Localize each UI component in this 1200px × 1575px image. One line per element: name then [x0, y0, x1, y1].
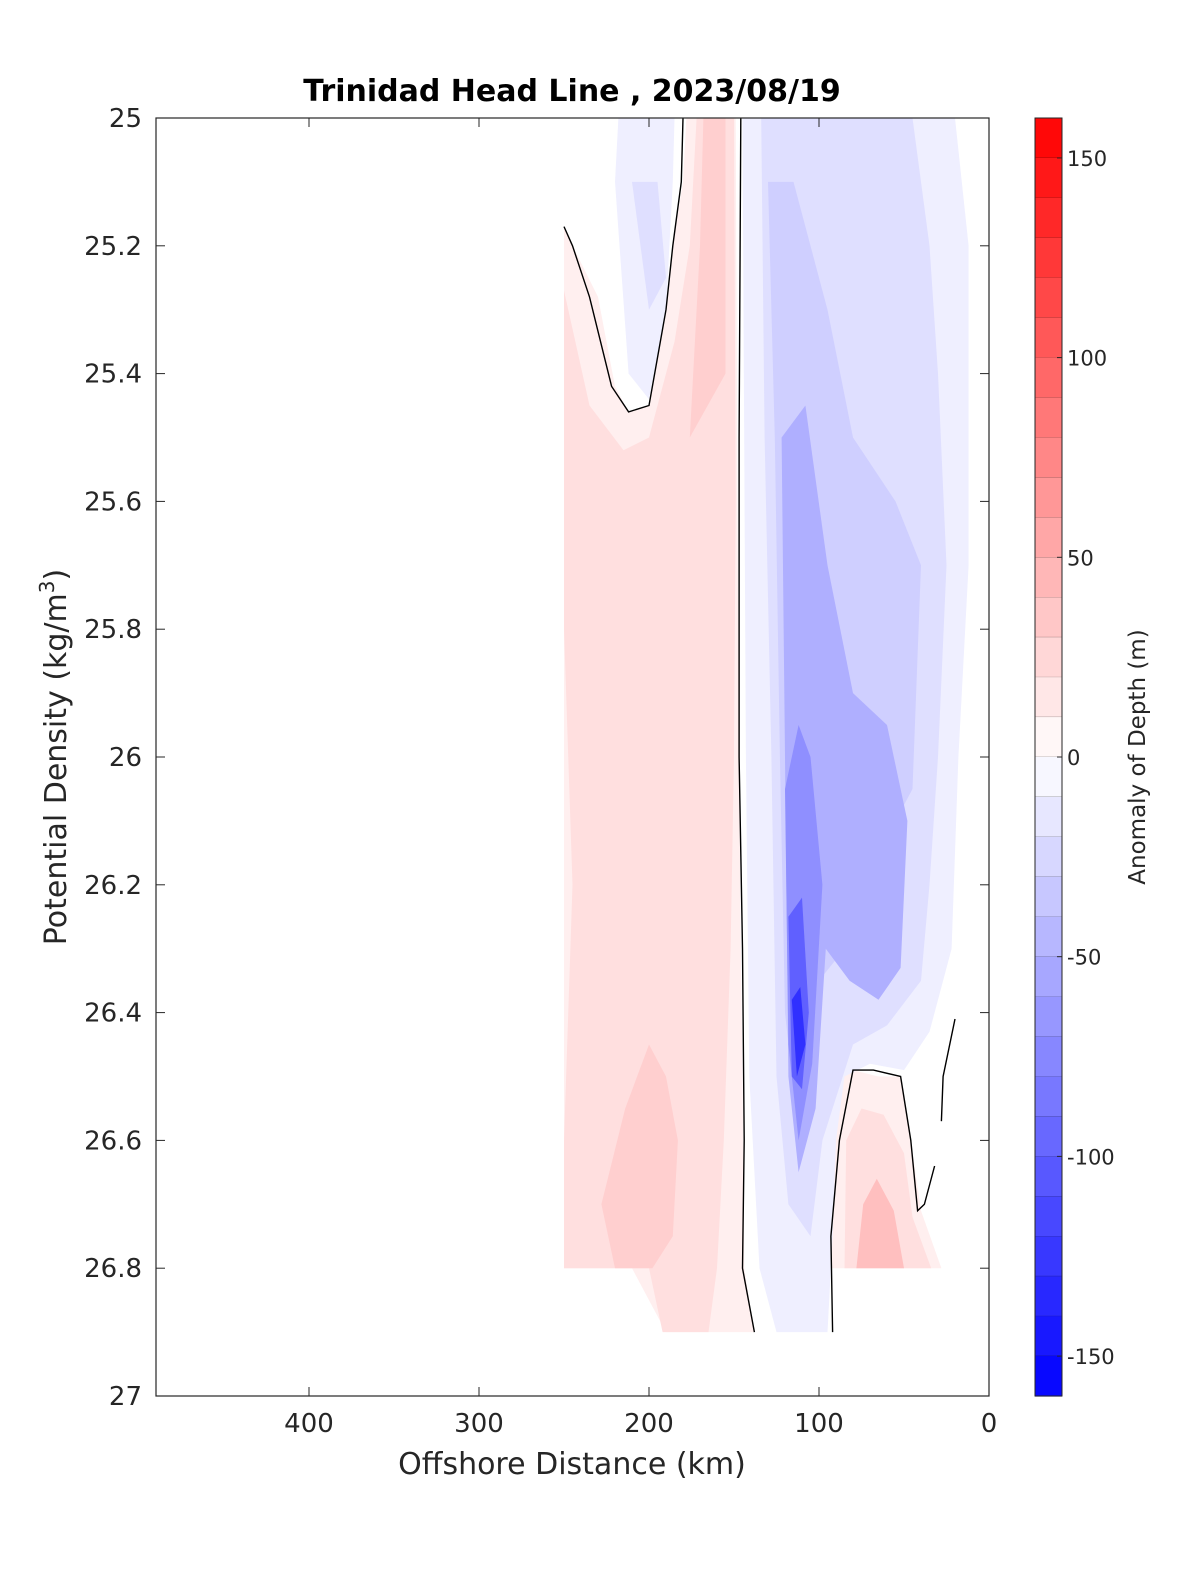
colorbar-swatch — [1035, 1116, 1062, 1157]
y-tick-label: 25.4 — [84, 360, 142, 390]
y-tick-label: 25.6 — [84, 487, 142, 517]
anomaly-region-3 — [601, 1044, 678, 1269]
colorbar-swatch — [1035, 1196, 1062, 1237]
colorbar-swatch — [1035, 1036, 1062, 1078]
y-axis-label-close: ) — [39, 569, 74, 581]
colorbar-swatch — [1035, 517, 1062, 558]
zero-contour-layer — [563, 117, 956, 1333]
plot-area: 400 300 200 100 0 25 25.2 25.4 25.6 25.8 26 26.2 26… — [84, 104, 997, 1439]
chart-title: Trinidad Head Line , 2023/08/19 — [303, 74, 840, 109]
colorbar-ticks: 150 100 50 0 -50 -100 -150 — [1057, 147, 1115, 1369]
colorbar-swatch — [1035, 357, 1062, 399]
x-tick-label: 0 — [981, 1409, 998, 1439]
colorbar-swatch — [1035, 1276, 1062, 1317]
colorbar-swatch — [1035, 317, 1062, 359]
colorbar-swatch — [1035, 477, 1062, 518]
colorbar-tick-label: 50 — [1067, 546, 1094, 570]
y-tick-label: 25.8 — [84, 615, 142, 645]
colorbar-swatch — [1035, 1236, 1062, 1277]
colorbar-swatch — [1035, 996, 1062, 1038]
colorbar-swatch — [1035, 1316, 1062, 1357]
colorbar-swatches — [1035, 118, 1062, 1397]
colorbar-swatch — [1035, 118, 1062, 159]
colorbar-swatch — [1035, 1356, 1062, 1397]
colorbar-swatch — [1035, 956, 1062, 998]
colorbar-swatch — [1035, 796, 1062, 838]
colorbar-label: Anomaly of Depth (m) — [1125, 629, 1151, 884]
y-tick-label: 26 — [109, 743, 142, 773]
y-axis-label: Potential Density (kg/m3) — [35, 569, 74, 945]
y-tick-label: 25.2 — [84, 232, 142, 262]
zero-contour-line-2 — [738, 117, 756, 1333]
colorbar-swatch — [1035, 677, 1062, 718]
colorbar-swatch — [1035, 916, 1062, 958]
colorbar-swatch — [1035, 1156, 1062, 1197]
anomaly-region-7 — [856, 1178, 904, 1269]
y-axis-label-superscript: 3 — [35, 580, 59, 593]
y-axis: 25 25.2 25.4 25.6 25.8 26 26.2 26.4 26.6 26.8 27 — [84, 104, 989, 1412]
colorbar-swatch — [1035, 597, 1062, 638]
colorbar-tick-label: 100 — [1067, 347, 1107, 371]
colorbar: 150 100 50 0 -50 -100 -150 Anomaly of Depth (m… — [1034, 117, 1151, 1397]
y-tick-label: 26.8 — [84, 1254, 142, 1284]
x-axis: 400 300 200 100 0 — [284, 118, 997, 1439]
y-tick-label: 26.6 — [84, 1126, 142, 1156]
anomaly-region-10 — [632, 181, 666, 310]
x-tick-label: 100 — [794, 1409, 844, 1439]
colorbar-swatch — [1035, 757, 1062, 798]
colorbar-swatch — [1035, 557, 1062, 598]
colorbar-swatch — [1035, 1076, 1062, 1118]
anomaly-region-4 — [689, 118, 726, 438]
colorbar-swatch — [1035, 157, 1062, 199]
colorbar-tick-label: 150 — [1067, 147, 1107, 171]
x-tick-label: 300 — [454, 1409, 504, 1439]
colorbar-tick-label: -50 — [1067, 946, 1101, 970]
y-tick-label: 25 — [109, 104, 142, 134]
y-tick-label: 26.4 — [84, 999, 142, 1029]
zero-contour-line-4 — [940, 1018, 956, 1122]
x-tick-label: 400 — [284, 1409, 334, 1439]
colorbar-swatch — [1035, 397, 1062, 439]
x-axis-label: Offshore Distance (km) — [398, 1447, 746, 1482]
y-axis-label-main: Potential Density (kg/m — [39, 593, 74, 945]
colorbar-swatch — [1035, 197, 1062, 239]
colorbar-tick-label: -100 — [1067, 1145, 1115, 1169]
anomaly-region-16 — [791, 987, 806, 1077]
anomaly-fill-layer — [564, 118, 969, 1333]
y-tick-label: 26.2 — [84, 871, 142, 901]
colorbar-swatch — [1035, 637, 1062, 678]
colorbar-swatch — [1035, 876, 1062, 918]
colorbar-swatch — [1035, 237, 1062, 279]
zero-contour-line-1 — [563, 117, 684, 413]
y-tick-label: 27 — [109, 1382, 142, 1412]
colorbar-tick-label: -150 — [1067, 1345, 1115, 1369]
colorbar-swatch — [1035, 717, 1062, 758]
zero-contour-line-3 — [830, 1069, 936, 1333]
colorbar-swatch — [1035, 437, 1062, 479]
colorbar-swatch — [1035, 277, 1062, 319]
colorbar-tick-label: 0 — [1067, 746, 1080, 770]
x-tick-label: 200 — [624, 1409, 674, 1439]
colorbar-swatch — [1035, 836, 1062, 878]
